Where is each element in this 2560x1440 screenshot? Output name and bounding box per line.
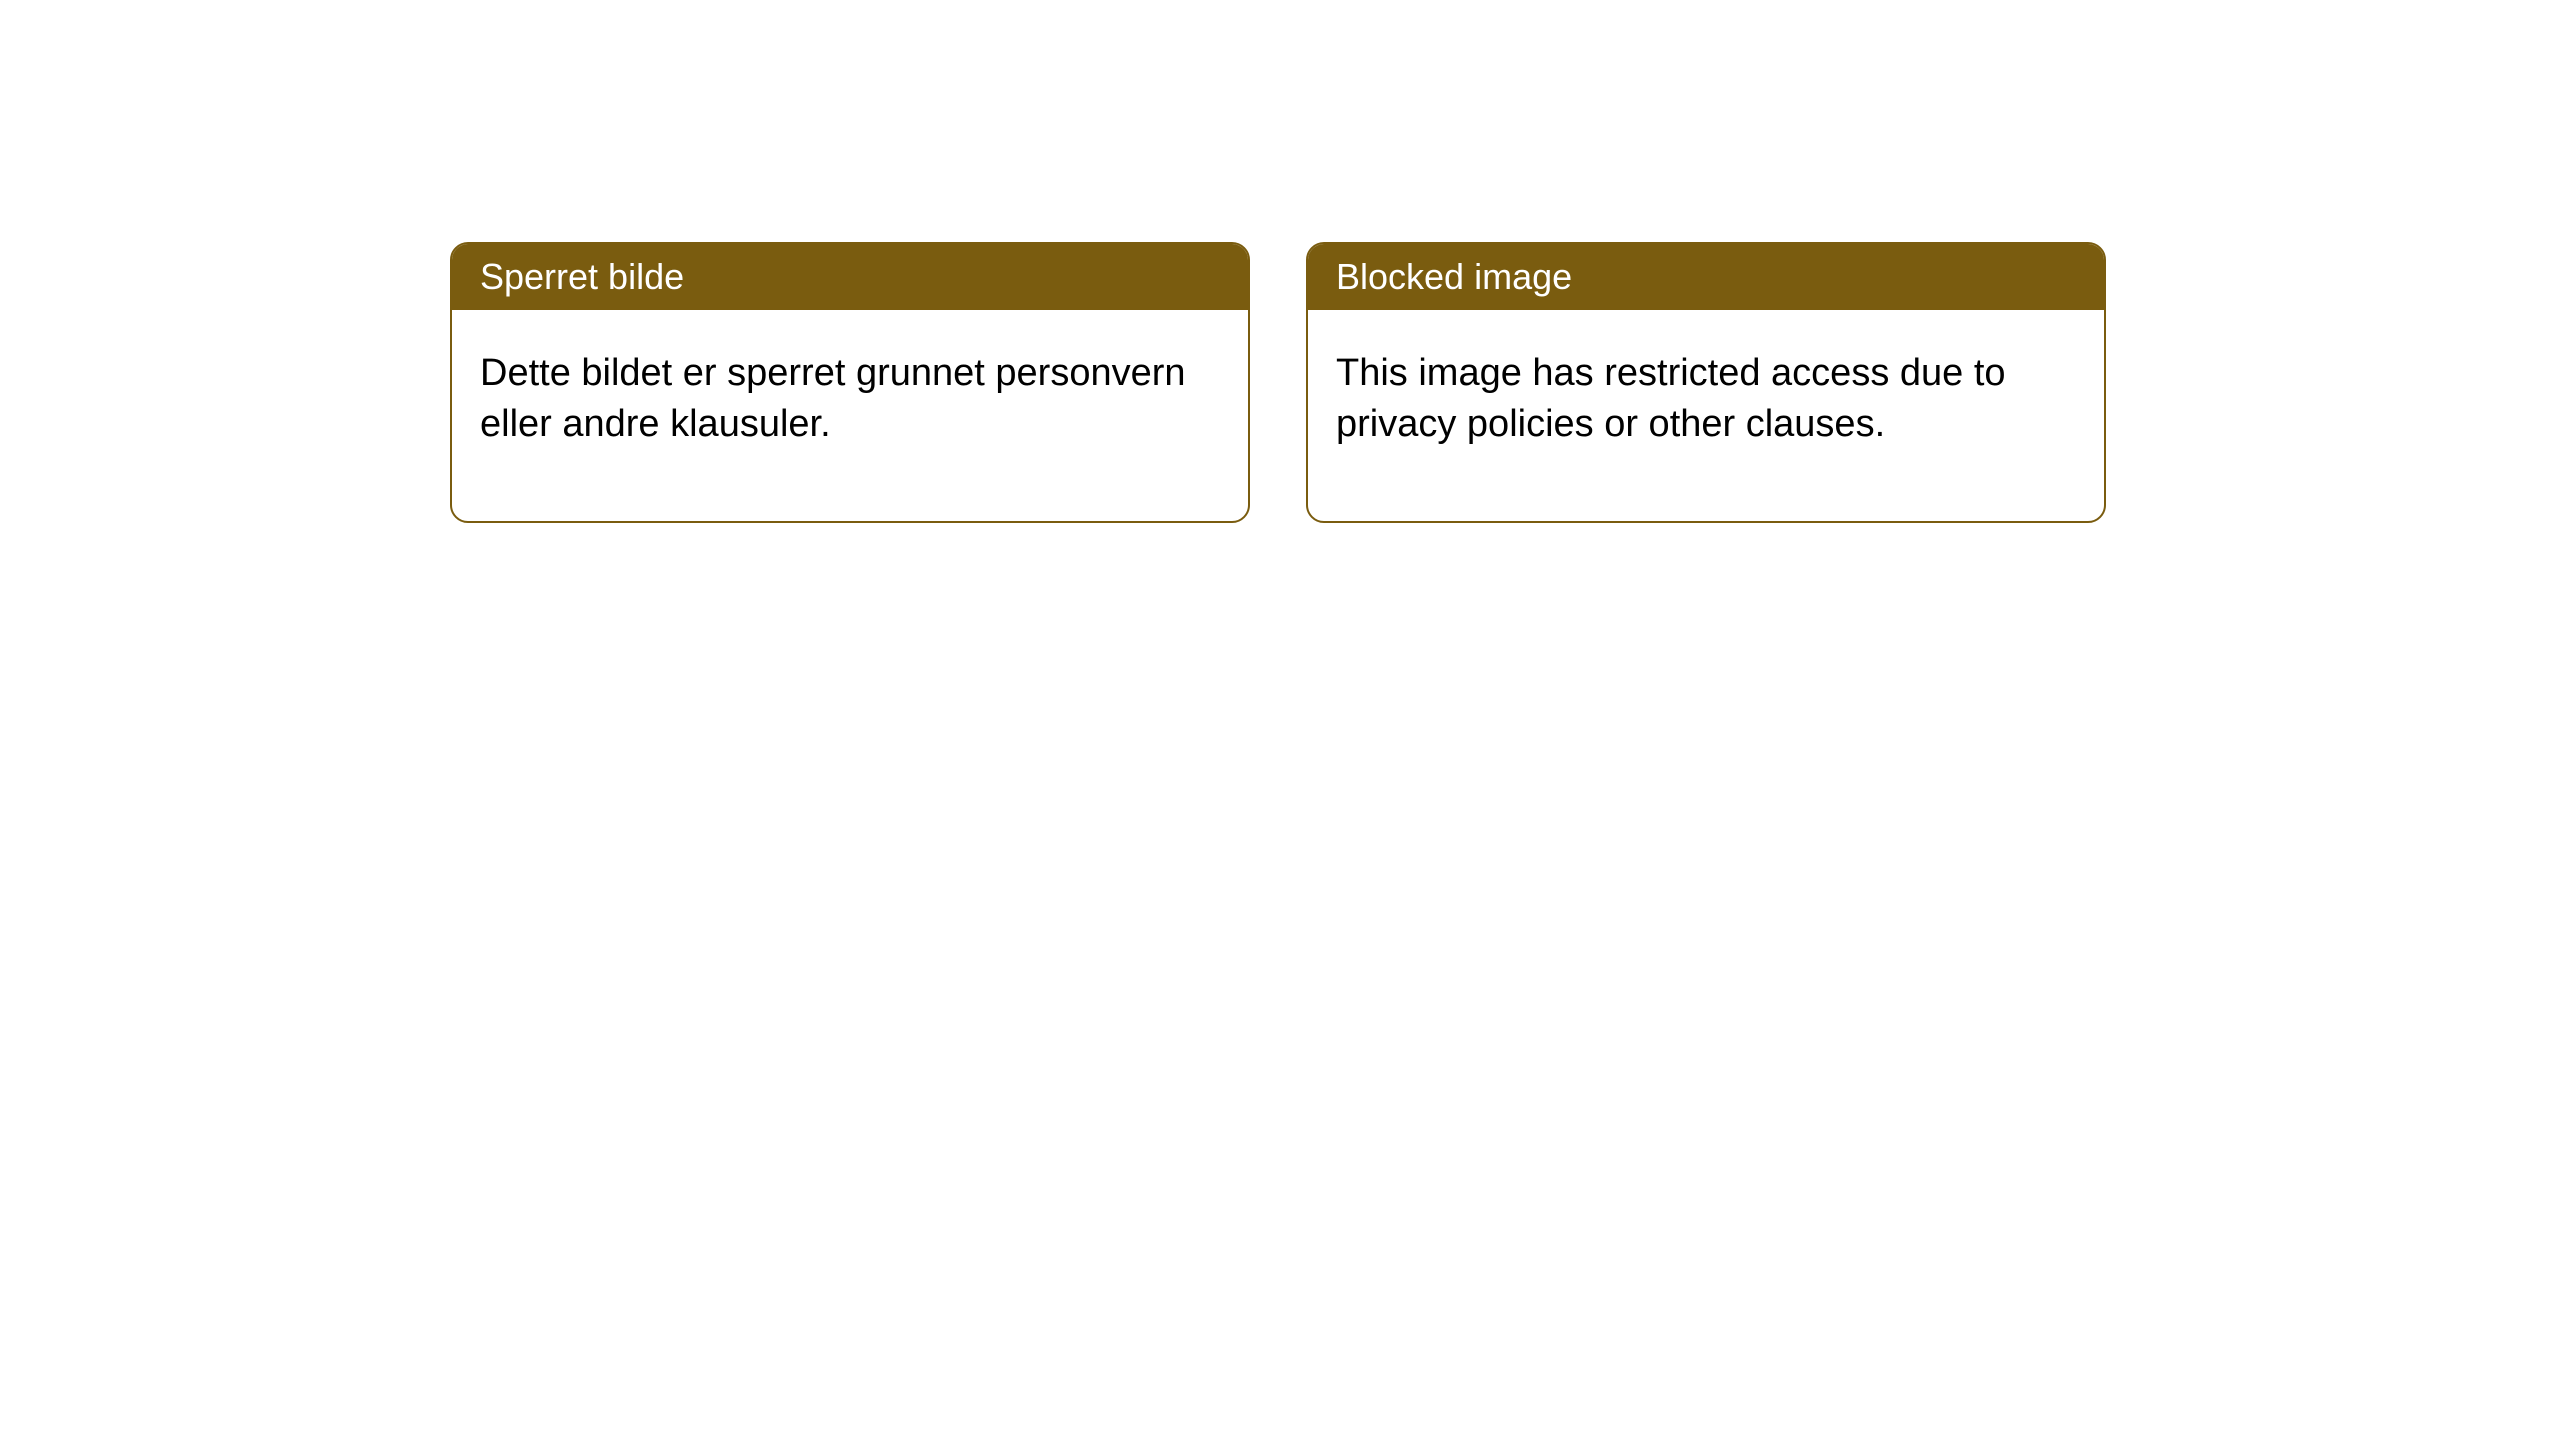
- notice-title: Sperret bilde: [480, 256, 684, 297]
- notice-body: This image has restricted access due to …: [1308, 310, 2104, 521]
- notice-title: Blocked image: [1336, 256, 1572, 297]
- notice-header: Blocked image: [1308, 244, 2104, 310]
- notice-container: Sperret bilde Dette bildet er sperret gr…: [0, 0, 2560, 523]
- notice-card-norwegian: Sperret bilde Dette bildet er sperret gr…: [450, 242, 1250, 523]
- notice-body-text: Dette bildet er sperret grunnet personve…: [480, 352, 1186, 445]
- notice-body-text: This image has restricted access due to …: [1336, 352, 2006, 445]
- notice-header: Sperret bilde: [452, 244, 1248, 310]
- notice-card-english: Blocked image This image has restricted …: [1306, 242, 2106, 523]
- notice-body: Dette bildet er sperret grunnet personve…: [452, 310, 1248, 521]
